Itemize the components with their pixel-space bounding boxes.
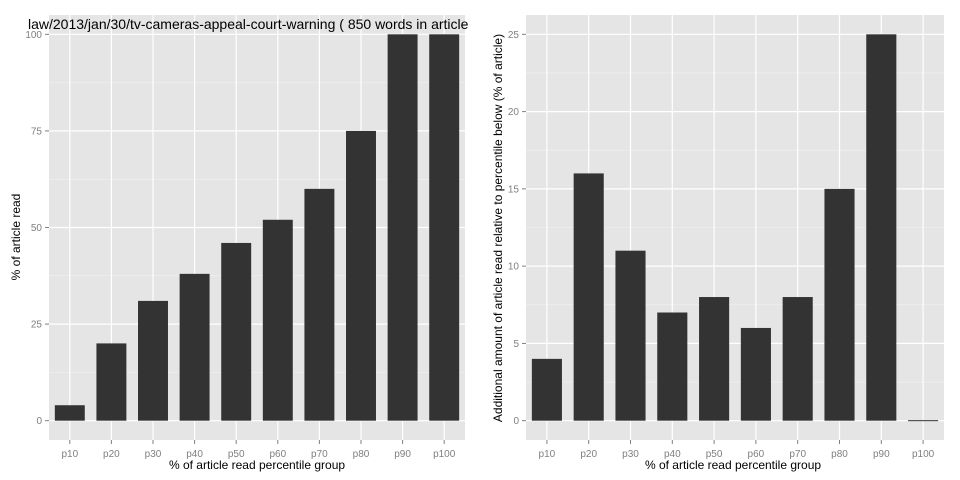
right-chart-y-tick-label: 10 [508, 262, 520, 273]
left-chart-x-tick-label-p90: p90 [394, 449, 411, 460]
left-chart-y-tick-label: 100 [25, 30, 42, 41]
right-chart-bar-p100 [908, 420, 939, 422]
right-chart-x-tick-label-p20: p20 [580, 449, 597, 460]
right-chart-bar-p50 [699, 297, 730, 421]
right-chart-bar-p60 [740, 327, 771, 421]
right-chart-y-tick-label: 0 [513, 416, 519, 427]
left-chart-bar-p90 [387, 34, 418, 421]
left-chart-x-tick-label-p60: p60 [269, 449, 286, 460]
right-chart-x-tick-label-p40: p40 [664, 449, 681, 460]
left-chart-bar-p30 [138, 300, 168, 421]
left-chart-bar-p60 [262, 219, 293, 421]
right-chart-x-tick-label-p90: p90 [873, 449, 890, 460]
right-chart-plot-area [526, 15, 944, 440]
left-chart-bar-p20 [96, 343, 127, 421]
right-chart-x-tick-label-p50: p50 [706, 449, 723, 460]
left-chart-y-tick-label: 25 [31, 320, 43, 331]
right-chart-bar-p30 [615, 250, 646, 421]
right-chart-bar-p10 [531, 358, 562, 421]
right-chart-y-axis-title: Additional amount of article read relati… [491, 34, 505, 422]
left-chart-y-tick-label: 75 [31, 126, 43, 137]
right-chart-x-axis-title: % of article read percentile group [645, 458, 821, 472]
left-chart-x-tick-label-p40: p40 [186, 449, 203, 460]
right-chart-y-tick-label: 20 [508, 107, 520, 118]
left-chart-y-tick-label: 50 [31, 223, 43, 234]
left-chart: law/2013/jan/30/tv-cameras-appeal-court-… [9, 15, 469, 472]
right-chart-x-tick-label-p60: p60 [748, 449, 765, 460]
right-chart-x-tick-label-p10: p10 [539, 449, 556, 460]
right-chart-bar-p80 [824, 188, 855, 421]
right-chart-bar-p70 [782, 297, 813, 421]
left-chart-title: law/2013/jan/30/tv-cameras-appeal-court-… [28, 16, 469, 32]
right-chart: % of article read percentile group Addit… [491, 15, 944, 472]
left-chart-plot-area [49, 15, 465, 440]
left-chart-bar-p50 [221, 242, 252, 421]
right-chart-bar-p20 [573, 173, 604, 421]
right-chart-x-tick-label-p30: p30 [622, 449, 639, 460]
right-chart-x-tick-label-p70: p70 [789, 449, 806, 460]
left-chart-x-axis-title: % of article read percentile group [169, 458, 345, 472]
left-chart-x-tick-label-p30: p30 [145, 449, 162, 460]
right-chart-x-tick-label-p80: p80 [831, 449, 848, 460]
left-chart-x-tick-label-p10: p10 [61, 449, 78, 460]
left-chart-bar-p70 [304, 188, 335, 421]
left-chart-x-tick-label-p50: p50 [228, 449, 245, 460]
left-chart-bar-p10 [54, 405, 85, 421]
right-chart-x-tick-label-p100: p100 [912, 449, 935, 460]
left-chart-bar-p80 [346, 130, 376, 421]
left-chart-x-tick-label-p70: p70 [311, 449, 328, 460]
left-chart-x-tick-label-p100: p100 [433, 449, 456, 460]
right-chart-y-tick-label: 25 [508, 30, 520, 41]
left-chart-y-tick-label: 0 [36, 416, 42, 427]
left-chart-y-axis-title: % of article read [9, 194, 23, 281]
left-chart-x-tick-label-p20: p20 [103, 449, 120, 460]
right-chart-bar-p40 [657, 312, 688, 421]
right-chart-y-tick-label: 5 [513, 339, 519, 350]
right-chart-bar-p90 [866, 34, 897, 421]
left-chart-x-tick-label-p80: p80 [353, 449, 370, 460]
right-chart-y-tick-label: 15 [508, 184, 520, 195]
left-chart-bar-p40 [179, 273, 210, 421]
left-chart-bar-p100 [429, 34, 460, 421]
